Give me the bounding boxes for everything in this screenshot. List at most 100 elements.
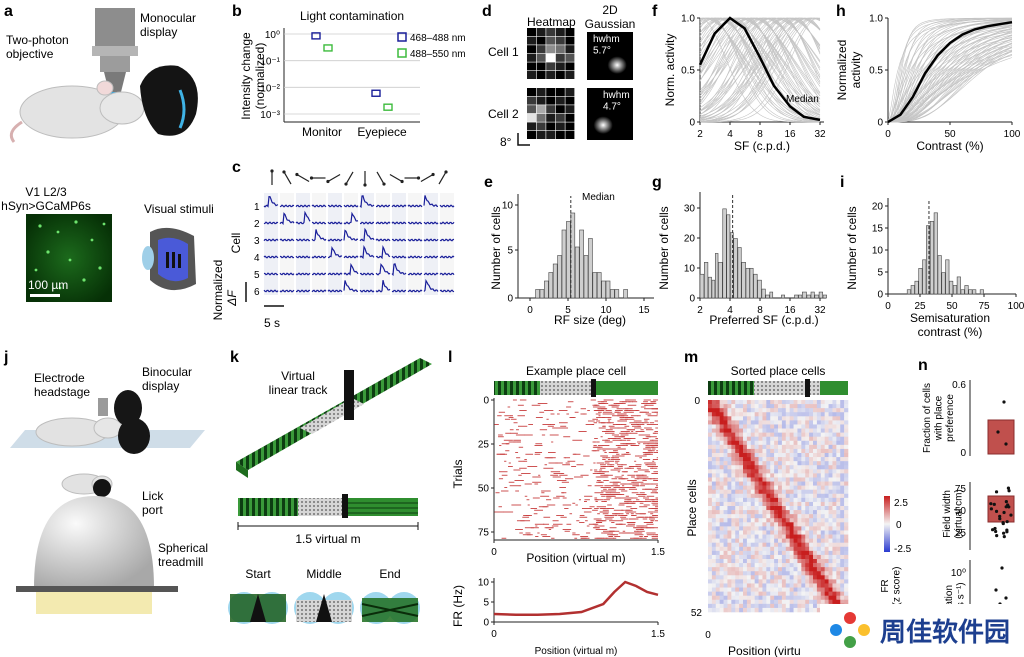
heatmap-cell	[766, 530, 771, 535]
heatmap-cell	[774, 497, 779, 503]
panel-f-xlabel: SF (c.p.d.)	[734, 139, 790, 153]
heatmap-cell	[719, 444, 724, 450]
heatmap-cell	[766, 453, 771, 458]
heatmap-cell	[735, 481, 740, 486]
panel-b-xticks: Monitor Eyepiece	[302, 125, 407, 139]
heatmap-cell	[743, 603, 748, 609]
heatmap-cell	[727, 469, 732, 474]
heatmap-cell	[762, 575, 767, 580]
heatmap-cell	[820, 424, 825, 429]
fov-scale-label: 100 µm	[28, 278, 68, 292]
heatmap-cell	[805, 473, 810, 478]
heatmap-cell	[715, 404, 720, 409]
heatmap-cell	[715, 546, 720, 552]
arrow-head	[295, 172, 299, 177]
heatmap-cell	[801, 477, 806, 482]
b-data-point	[383, 103, 393, 111]
heatmap-cell	[824, 440, 829, 446]
heatmap-cell	[750, 469, 755, 474]
heatmap-cell	[793, 506, 798, 511]
heatmap-cell	[778, 444, 783, 450]
place-cell-heatmap	[708, 400, 849, 613]
heatmap-cell	[739, 485, 744, 490]
heatmap-cell	[844, 501, 849, 507]
hist-bar	[714, 253, 719, 299]
heatmap-cell	[828, 579, 833, 584]
heatmap-cell	[766, 481, 771, 486]
heatmap-cell	[793, 453, 798, 458]
tuning-curve	[699, 17, 821, 123]
heatmap-cell	[743, 453, 748, 458]
heatmap-cell	[820, 465, 825, 470]
heatmap-cell	[754, 477, 759, 482]
heatmap-cell	[727, 485, 732, 490]
heatmap-cell	[727, 416, 732, 421]
heatmap-cell	[781, 477, 787, 482]
heatmap-cell	[809, 563, 814, 568]
heatmap-cell	[762, 400, 767, 405]
heatmap-cell	[836, 595, 841, 601]
x-tick-label: 32	[814, 305, 826, 316]
heatmap-cell	[723, 510, 728, 515]
heatmap-cell	[727, 591, 732, 596]
heatmap-cell	[711, 412, 717, 417]
heatmap-cell	[820, 599, 825, 605]
m-ytick-0: 0	[694, 396, 700, 407]
heatmap-cell	[781, 591, 787, 596]
heatmap-cell	[735, 412, 740, 417]
heatmap-cell	[781, 444, 787, 450]
cell-axis-label: Cell	[229, 233, 243, 254]
heatmap-cell	[789, 546, 794, 552]
arrow-head	[270, 169, 274, 173]
heatmap-cell	[801, 571, 806, 576]
heatmap-cell	[758, 583, 763, 588]
b-ytick-label: 10⁻²	[260, 83, 280, 94]
heatmap-cell	[820, 428, 825, 433]
heatmap-cell	[828, 554, 833, 560]
heatmap-cell	[762, 448, 767, 454]
heatmap-cell	[813, 603, 818, 609]
heatmap-cell	[715, 510, 720, 515]
heatmap-cell	[708, 506, 713, 511]
contrast-curve	[887, 17, 1012, 123]
heatmap-cell	[715, 550, 720, 556]
heatmap-cell	[739, 534, 744, 539]
x-tick-label: 100	[1008, 301, 1024, 312]
heatmap-cell	[731, 542, 736, 548]
cell2-gaussian-blob	[590, 113, 614, 135]
heatmap-cell	[774, 587, 779, 592]
heatmap-cell	[723, 453, 728, 458]
heatmap-cell	[824, 465, 829, 470]
heatmap-cell	[844, 538, 849, 543]
hist-bar	[926, 225, 931, 295]
heatmap-cell	[801, 453, 806, 458]
heatmap-cell	[766, 554, 771, 560]
heatmap-cell	[824, 436, 829, 442]
calcium-trace	[263, 195, 279, 208]
heatmap-cell	[836, 575, 841, 580]
heatmap-cell	[739, 575, 744, 580]
stim-epoch	[440, 261, 454, 278]
field-width-point	[1009, 513, 1013, 517]
y-tick-label: 5	[507, 246, 513, 257]
heatmap-cell	[832, 461, 837, 466]
heatmap-cell	[840, 408, 845, 413]
heatmap-cell	[708, 587, 713, 592]
heatmap-cell	[824, 579, 829, 584]
calcium-trace	[439, 255, 455, 259]
heatmap-cell	[820, 485, 825, 490]
heatmap-cell	[828, 563, 833, 568]
heatmap-cell	[797, 538, 802, 543]
heatmap-cell	[781, 400, 787, 405]
heatmap-cell	[565, 45, 575, 54]
heatmap-cell	[820, 518, 825, 523]
heatmap-cell	[766, 489, 771, 495]
field-width-point	[1002, 535, 1006, 539]
heatmap-cell	[762, 563, 767, 568]
heatmap-cell	[778, 538, 783, 543]
heatmap-cell	[781, 571, 787, 576]
heatmap-cell	[708, 559, 713, 564]
heatmap-cell	[809, 550, 814, 556]
panel-l: l Example place cell Trials 0 1.50255075 …	[448, 349, 665, 657]
heatmap-cell	[828, 587, 833, 592]
